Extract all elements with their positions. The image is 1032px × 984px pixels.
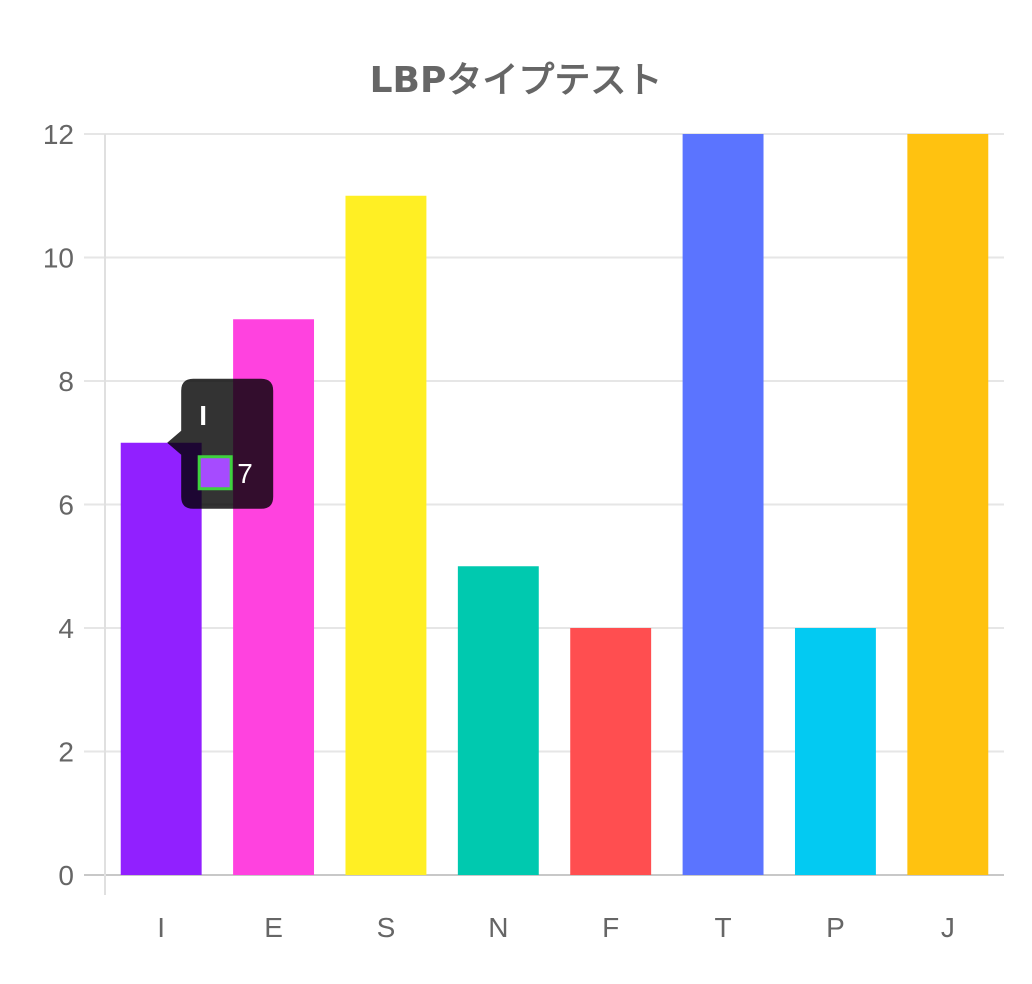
x-tick-label: N bbox=[488, 912, 508, 943]
x-tick-label: J bbox=[941, 912, 955, 943]
bar-j[interactable] bbox=[907, 134, 989, 875]
y-tick-label: 12 bbox=[43, 119, 74, 150]
bar-p[interactable] bbox=[794, 628, 876, 875]
x-tick-label: T bbox=[715, 912, 732, 943]
tooltip-value: 7 bbox=[237, 458, 253, 489]
bar-s[interactable] bbox=[345, 195, 427, 875]
tooltip-color-swatch bbox=[197, 455, 233, 491]
x-tick-label: S bbox=[377, 912, 396, 943]
tooltip-background bbox=[167, 378, 274, 509]
x-tick-label: I bbox=[157, 912, 165, 943]
bar-i[interactable] bbox=[120, 442, 202, 875]
axis-labels: 0 2 4 6 8 10 12 I E S N F T P J bbox=[43, 119, 955, 943]
bar-f[interactable] bbox=[570, 628, 652, 875]
x-tick-label: P bbox=[826, 912, 845, 943]
x-tick-label: F bbox=[602, 912, 619, 943]
x-tick-label: E bbox=[264, 912, 283, 943]
tooltip: I 7 bbox=[167, 378, 274, 509]
chart-title: LBPタイプテスト bbox=[370, 60, 663, 101]
bar-t[interactable] bbox=[682, 134, 764, 875]
y-tick-label: 4 bbox=[58, 613, 74, 644]
tooltip-title: I bbox=[199, 400, 207, 431]
y-tick-label: 10 bbox=[43, 243, 74, 274]
y-tick-label: 0 bbox=[58, 860, 74, 891]
bar-n[interactable] bbox=[457, 566, 539, 875]
y-tick-label: 2 bbox=[58, 737, 74, 768]
y-tick-label: 6 bbox=[58, 490, 74, 521]
y-tick-label: 8 bbox=[58, 366, 74, 397]
